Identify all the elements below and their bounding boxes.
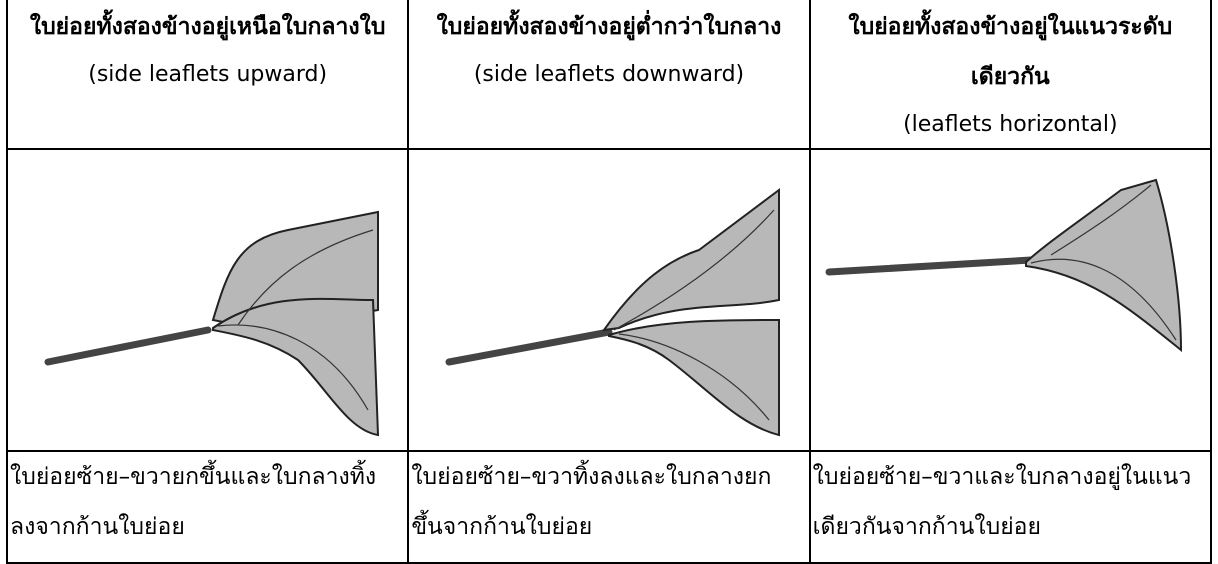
leaflet-group: [1024, 178, 1182, 353]
stem: [44, 326, 212, 366]
column-title: ใบย่อยทั้งสองข้างอยู่ในแนวระดับเดียวกัน: [848, 14, 1173, 90]
header-cell: ใบย่อยทั้งสองข้างอยู่เหนือใบกลางใบ (side…: [5, 0, 410, 150]
header-row: ใบย่อยทั้งสองข้างอยู่เหนือใบกลางใบ (side…: [5, 0, 1213, 150]
image-cell: [5, 148, 410, 452]
leaf-illustration: [445, 188, 781, 437]
vein: [614, 209, 775, 421]
leaflet-table: ใบย่อยทั้งสองข้างอยู่เหนือใบกลางใบ (side…: [5, 0, 1213, 564]
header-cell: ใบย่อยทั้งสองข้างอยู่ต่ำกว่าใบกลาง (side…: [407, 0, 811, 150]
image-cell: [407, 148, 811, 452]
description-cell: ใบย่อยซ้าย–ขวายกขึ้นและใบกลางทิ้งลงจากก้…: [5, 450, 410, 564]
center-leaflet: [212, 297, 380, 437]
column-subtitle: (side leaflets upward): [88, 62, 328, 87]
stem: [825, 256, 1035, 276]
image-row: [5, 148, 1213, 452]
description-cell: ใบย่อยซ้าย–ขวาและใบกลางอยู่ในแนวเดียวกัน…: [808, 450, 1213, 564]
column-subtitle: (side leaflets downward): [473, 62, 745, 87]
vein: [1030, 184, 1177, 341]
side-leaflet: [608, 318, 781, 437]
description-cell: ใบย่อยซ้าย–ขวาทิ้งลงและใบกลางยกขึ้นจากก้…: [407, 450, 811, 564]
column-subtitle: (leaflets horizontal): [903, 112, 1118, 137]
page: ใบย่อยทั้งสองข้างอยู่เหนือใบกลางใบ (side…: [5, 0, 1213, 564]
leaf-illustration: [825, 178, 1182, 353]
image-cell: [808, 148, 1213, 452]
description-row: ใบย่อยซ้าย–ขวายกขึ้นและใบกลางทิ้งลงจากก้…: [5, 450, 1213, 564]
stem: [445, 328, 613, 366]
column-title: ใบย่อยทั้งสองข้างอยู่ต่ำกว่าใบกลาง: [436, 14, 782, 40]
leaf-illustration: [44, 210, 380, 437]
column-title: ใบย่อยทั้งสองข้างอยู่เหนือใบกลางใบ: [29, 14, 386, 40]
center-leaflet: [602, 188, 781, 332]
vein: [217, 229, 374, 411]
header-cell: ใบย่อยทั้งสองข้างอยู่ในแนวระดับเดียวกัน …: [808, 0, 1213, 150]
